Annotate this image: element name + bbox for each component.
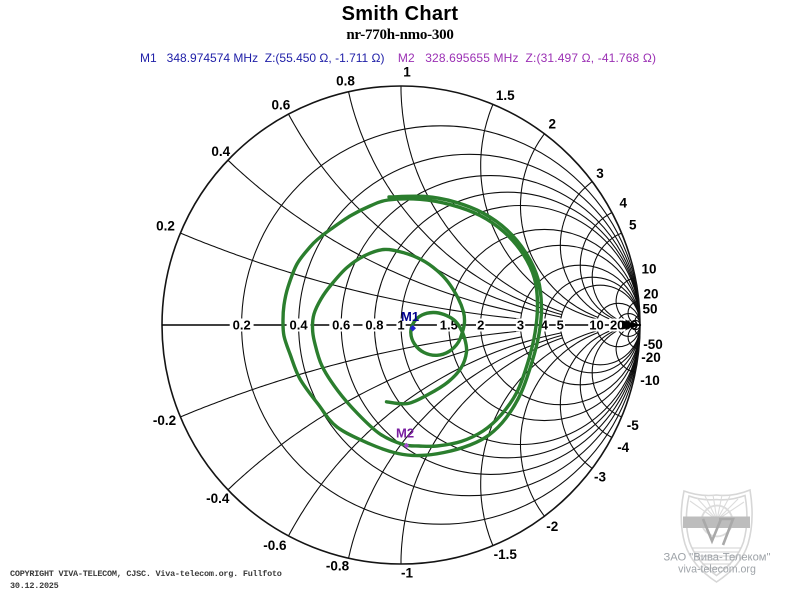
svg-text:0.8: 0.8	[365, 318, 383, 333]
svg-text:-4: -4	[617, 440, 629, 455]
svg-text:0.2: 0.2	[233, 318, 251, 333]
svg-text:0.2: 0.2	[156, 218, 175, 233]
svg-text:10: 10	[589, 318, 603, 333]
svg-text:0.8: 0.8	[336, 73, 355, 88]
svg-text:-10: -10	[640, 373, 660, 388]
svg-text:-0.6: -0.6	[263, 538, 287, 553]
svg-text:-1: -1	[401, 566, 413, 581]
svg-text:1: 1	[397, 318, 404, 333]
svg-text:20: 20	[643, 287, 658, 302]
svg-text:1: 1	[403, 65, 411, 80]
svg-text:M1: M1	[401, 309, 419, 324]
svg-text:10: 10	[641, 262, 656, 277]
svg-text:-0.4: -0.4	[206, 491, 230, 506]
svg-text:viva-telecom.org: viva-telecom.org	[678, 564, 756, 576]
svg-text:0.6: 0.6	[272, 98, 291, 113]
svg-text:0.6: 0.6	[332, 318, 350, 333]
svg-text:2: 2	[477, 318, 484, 333]
svg-text:50: 50	[642, 302, 657, 317]
svg-text:4: 4	[619, 196, 627, 211]
svg-text:-0.8: -0.8	[326, 559, 350, 574]
svg-text:1.5: 1.5	[496, 88, 515, 103]
svg-text:-3: -3	[594, 470, 606, 485]
svg-text:20: 20	[610, 318, 624, 333]
svg-text:-0.2: -0.2	[153, 413, 176, 428]
svg-text:0.4: 0.4	[211, 144, 230, 159]
svg-text:3: 3	[517, 318, 524, 333]
svg-text:-1.5: -1.5	[494, 547, 518, 562]
svg-text:-5: -5	[627, 418, 639, 433]
svg-text:4: 4	[541, 318, 549, 333]
svg-text:-2: -2	[546, 519, 558, 534]
svg-text:0.4: 0.4	[290, 318, 309, 333]
svg-text:-20: -20	[641, 350, 661, 365]
svg-text:5: 5	[629, 217, 637, 232]
svg-text:-50: -50	[643, 337, 663, 352]
svg-text:M2: M2	[396, 426, 414, 441]
svg-text:5: 5	[557, 318, 564, 333]
svg-text:3: 3	[596, 166, 604, 181]
svg-text:ЗАО "Вива-Телеком": ЗАО "Вива-Телеком"	[664, 552, 771, 564]
svg-text:2: 2	[549, 116, 557, 131]
